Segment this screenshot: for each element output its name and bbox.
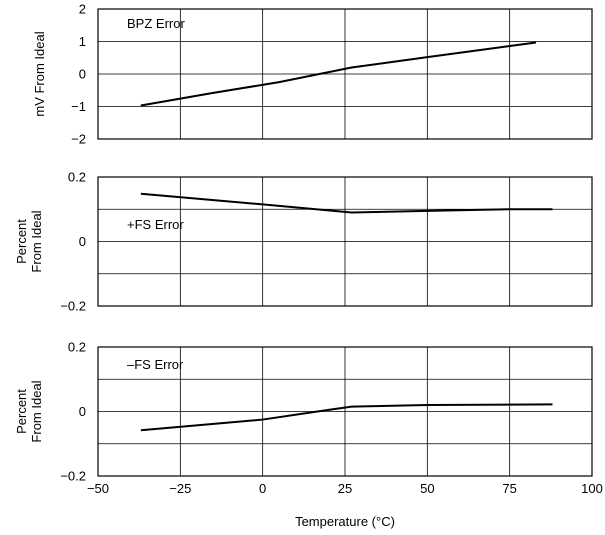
- series-annotation: BPZ Error: [127, 16, 185, 31]
- x-tick-label: 50: [420, 481, 434, 496]
- y-tick-label: 0.2: [68, 170, 86, 185]
- panel-bpz-error: 2 1 0 −1 −2 mV From Ideal BPZ Error: [32, 2, 593, 147]
- y-tick-label: 0.2: [68, 340, 86, 355]
- plot-frame: [97, 8, 593, 140]
- y-axis-label-line: From Ideal: [29, 210, 44, 272]
- x-tick-label: −25: [169, 481, 191, 496]
- plot-frame: [97, 346, 593, 477]
- y-tick-label: −1: [71, 99, 86, 114]
- y-tick-label: 0: [79, 234, 86, 249]
- y-tick-label: −0.2: [60, 469, 86, 484]
- x-tick-label: −50: [87, 481, 109, 496]
- y-tick-label: 1: [79, 34, 86, 49]
- y-axis-label-line: From Ideal: [29, 380, 44, 442]
- y-tick-label: −2: [71, 132, 86, 147]
- series-annotation: –FS Error: [127, 357, 184, 372]
- series-line: [140, 192, 553, 214]
- y-axis-label-line: Percent: [14, 219, 29, 264]
- y-tick-label: 0: [79, 67, 86, 82]
- y-axis-label-line: mV From Ideal: [32, 31, 47, 116]
- y-axis-label-line: Percent: [14, 389, 29, 434]
- series-line: [140, 403, 553, 432]
- y-tick-label: 0: [79, 404, 86, 419]
- x-tick-label: 25: [338, 481, 352, 496]
- x-tick-label: 100: [581, 481, 603, 496]
- y-axis-label: PercentFrom Ideal: [14, 210, 44, 272]
- y-axis-label: mV From Ideal: [32, 31, 47, 116]
- x-axis-label: Temperature (°C): [295, 514, 395, 529]
- panel-neg-fs-error: 0.2 0 −0.2−50 −25 0 25 50 75 100 PercentFrom Idea…: [14, 340, 603, 530]
- panel-pos-fs-error: 0.2 0 −0.2 PercentFrom Ideal +FS Error: [14, 170, 593, 314]
- x-tick-label: 0: [259, 481, 266, 496]
- y-tick-label: 2: [79, 2, 86, 17]
- y-tick-label: −0.2: [60, 299, 86, 314]
- series-annotation: +FS Error: [127, 217, 184, 232]
- y-axis-label: PercentFrom Ideal: [14, 380, 44, 442]
- plot-frame: [97, 176, 593, 307]
- series-line: [140, 41, 537, 107]
- x-tick-label: 75: [502, 481, 516, 496]
